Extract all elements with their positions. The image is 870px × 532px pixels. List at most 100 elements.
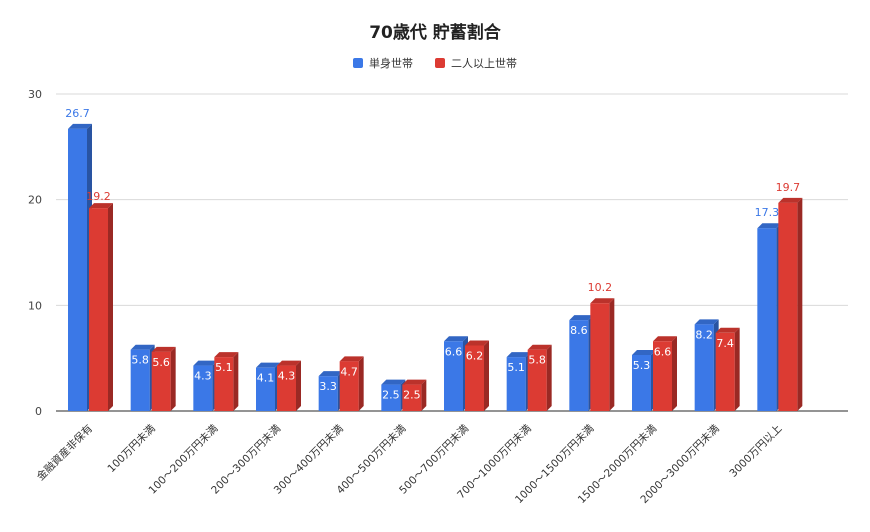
bar: [130, 349, 150, 411]
bar-side: [734, 327, 740, 411]
bar-top: [318, 371, 343, 377]
bar: [569, 320, 589, 411]
x-tick-label: 100万円未満: [105, 422, 158, 475]
bar: [277, 365, 296, 411]
data-label: 5.6: [152, 356, 170, 369]
bar: [68, 128, 87, 411]
data-label: 19.7: [776, 181, 801, 194]
bar-top: [339, 356, 364, 362]
data-label: 26.7: [65, 107, 90, 120]
data-label: 7.4: [716, 337, 734, 350]
bar: [151, 351, 171, 411]
bar-top: [757, 223, 782, 229]
bar: [590, 303, 610, 411]
data-label: 6.2: [466, 349, 484, 362]
x-tick-label: 500～700万円未満: [397, 422, 471, 496]
bar-side: [546, 344, 552, 411]
data-label: 17.3: [755, 206, 780, 219]
bar: [444, 341, 463, 411]
bar: [778, 202, 798, 411]
legend-item-multi[interactable]: 二人以上世帯: [435, 55, 517, 71]
bar-top: [214, 352, 239, 358]
data-label: 5.1: [507, 361, 525, 374]
x-tick-label: 金融資産非保有: [34, 422, 95, 483]
bar-top: [130, 344, 155, 350]
data-label: 19.2: [86, 190, 111, 203]
data-label: 2.5: [403, 389, 421, 402]
bar: [339, 361, 359, 411]
bar-top: [590, 298, 615, 304]
bar: [89, 208, 108, 411]
data-label: 5.1: [215, 361, 233, 374]
bar: [506, 357, 526, 411]
y-tick-label: 10: [28, 299, 42, 312]
bar: [381, 384, 401, 411]
legend-label-single: 単身世帯: [369, 57, 413, 70]
bar-top: [527, 344, 552, 350]
data-label: 3.3: [319, 380, 337, 393]
bar-side: [108, 203, 113, 411]
bar-top: [277, 360, 301, 366]
data-label: 2.5: [382, 389, 400, 402]
data-label: 4.3: [194, 370, 212, 383]
bar-side: [358, 356, 364, 411]
data-label: 4.1: [257, 372, 275, 385]
data-label: 4.3: [278, 370, 296, 383]
bar: [694, 324, 714, 411]
x-tick-label: 100～200万円未満: [146, 422, 220, 496]
bar-top: [465, 340, 489, 346]
chart-title: 70歳代 貯蓄割合: [369, 23, 501, 43]
bar: [402, 384, 422, 411]
legend: 単身世帯 二人以上世帯: [0, 55, 870, 71]
bar: [193, 365, 213, 411]
data-label: 10.2: [588, 281, 613, 294]
legend-swatch-single: [353, 58, 363, 68]
bar-side: [170, 346, 176, 411]
bar: [527, 349, 547, 411]
data-label: 8.6: [570, 324, 588, 337]
x-tick-label: 200～300万円未満: [209, 422, 283, 496]
bar-side: [484, 340, 489, 411]
bar-side: [296, 360, 301, 411]
bar-side: [797, 197, 803, 411]
bar-top: [715, 327, 740, 333]
data-label: 6.6: [445, 345, 463, 358]
bar-top: [569, 315, 594, 321]
bar-top: [89, 203, 113, 209]
legend-swatch-multi: [435, 58, 445, 68]
data-label: 8.2: [695, 328, 713, 341]
legend-item-single[interactable]: 単身世帯: [353, 55, 413, 71]
bar-side: [233, 352, 239, 411]
bar-top: [653, 336, 677, 342]
x-tick-label: 3000万円以上: [727, 423, 784, 480]
bar: [318, 376, 338, 411]
data-label: 6.6: [654, 345, 672, 358]
bar-top: [506, 352, 531, 358]
bar-top: [778, 197, 803, 203]
legend-label-multi: 二人以上世帯: [451, 57, 517, 70]
bar: [632, 354, 651, 411]
bar: [757, 228, 777, 411]
bar-top: [151, 346, 176, 352]
bar-top: [256, 362, 280, 368]
bar-side: [421, 379, 427, 411]
bar: [715, 332, 735, 411]
data-label: 4.7: [340, 365, 358, 378]
bar-side: [609, 298, 615, 411]
bar-top: [632, 349, 656, 355]
x-tick-label: 400～500万円未満: [334, 422, 408, 496]
bar-top: [402, 379, 427, 385]
bar: [256, 367, 275, 411]
y-tick-label: 30: [28, 88, 42, 101]
bar-top: [381, 379, 406, 385]
x-tick-label: 300～400万円未満: [272, 422, 346, 496]
y-tick-label: 20: [28, 194, 42, 207]
bar-side: [672, 336, 677, 411]
data-label: 5.8: [131, 354, 149, 367]
bar: [214, 357, 234, 411]
bar: [465, 345, 484, 411]
bar: [653, 341, 672, 411]
bar-top: [193, 360, 218, 366]
data-label: 5.8: [528, 354, 546, 367]
